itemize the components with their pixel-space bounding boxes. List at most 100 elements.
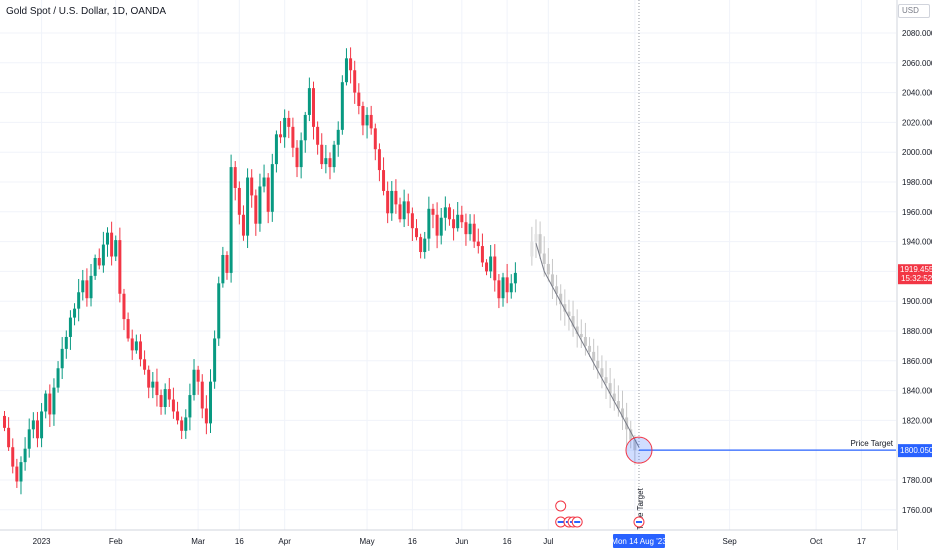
candle-body xyxy=(246,177,250,236)
x-tick-label: Feb xyxy=(109,537,123,546)
candle-body xyxy=(468,223,472,235)
projection-body xyxy=(555,286,559,294)
projection-body xyxy=(534,234,538,242)
candle-body xyxy=(452,219,456,229)
candle-body xyxy=(382,170,386,191)
candle-body xyxy=(303,114,307,141)
candle-body xyxy=(402,201,406,220)
candle-body xyxy=(81,280,85,293)
candle-body xyxy=(27,429,31,449)
candle-body xyxy=(398,204,402,220)
candle-body xyxy=(60,348,64,369)
y-tick-label: 2080.000 xyxy=(902,29,932,38)
candle-body xyxy=(225,255,229,273)
x-tick-label: 2023 xyxy=(33,537,51,546)
candle-body xyxy=(365,114,369,126)
candle-body xyxy=(415,228,418,238)
candle-body xyxy=(489,256,493,272)
candle-body xyxy=(237,187,241,215)
projection-body xyxy=(538,234,542,254)
y-tick-label: 1860.000 xyxy=(902,357,932,366)
current-price-badge xyxy=(898,264,932,285)
candle-body xyxy=(501,277,505,299)
candle-body xyxy=(270,164,274,212)
candle-body xyxy=(480,246,484,263)
x-tick-label: 16 xyxy=(408,537,417,546)
projection-body xyxy=(579,333,583,337)
candle-body xyxy=(209,381,212,424)
candle-body xyxy=(31,420,35,430)
candle-body xyxy=(476,241,480,247)
candle-body xyxy=(439,217,443,236)
y-tick-label: 1760.000 xyxy=(902,506,932,515)
y-tick-label: 1780.000 xyxy=(902,476,932,485)
currency-selector[interactable]: USD xyxy=(898,4,930,18)
candle-body xyxy=(3,415,6,428)
y-tick-label: 1900.000 xyxy=(902,297,932,306)
candle-body xyxy=(130,338,134,351)
candle-body xyxy=(443,207,447,218)
projection-body xyxy=(608,383,612,394)
candle-body xyxy=(386,190,390,214)
projection-body xyxy=(616,401,620,409)
candle-body xyxy=(349,58,353,71)
projection-body xyxy=(633,439,637,451)
candle-body xyxy=(176,411,180,421)
candle-body xyxy=(93,257,97,276)
candle-body xyxy=(332,144,336,168)
projection-body xyxy=(575,326,579,334)
candle-body xyxy=(35,420,39,439)
candle-body xyxy=(241,214,245,236)
candle-body xyxy=(460,214,464,223)
candle-body xyxy=(126,319,130,339)
y-tick-label: 2060.000 xyxy=(902,59,932,68)
candle-body xyxy=(19,462,23,482)
candle-body xyxy=(320,144,324,165)
projection-body xyxy=(550,274,554,287)
candle-body xyxy=(7,427,11,448)
candle-body xyxy=(497,280,501,299)
flag-stripe-icon xyxy=(635,521,642,523)
projection-body xyxy=(571,316,575,327)
y-tick-label: 2040.000 xyxy=(902,89,932,98)
projection-body xyxy=(546,263,550,275)
candle-body xyxy=(254,195,258,224)
candle-body xyxy=(192,369,196,396)
x-tick-label: Jul xyxy=(543,537,553,546)
candle-body xyxy=(431,208,435,215)
candle-body xyxy=(262,177,266,187)
x-tick-label: Sep xyxy=(723,537,738,546)
candle-body xyxy=(373,128,377,150)
time-axis-highlight xyxy=(612,534,665,548)
candle-body xyxy=(97,257,101,266)
x-tick-label: May xyxy=(359,537,374,546)
candle-body xyxy=(155,381,159,396)
candle-body xyxy=(77,292,81,309)
candle-body xyxy=(258,186,262,224)
price-target-label: Price Target xyxy=(850,439,893,448)
candle-body xyxy=(456,214,460,229)
y-tick-label: 1820.000 xyxy=(902,416,932,425)
candle-body xyxy=(229,167,233,273)
candle-body xyxy=(147,369,151,388)
candle-body xyxy=(295,147,299,168)
candle-body xyxy=(390,190,394,214)
candle-body xyxy=(336,129,340,145)
candle-body xyxy=(324,158,328,165)
candle-body xyxy=(151,381,155,388)
dividend-event-icon xyxy=(555,500,567,512)
candle-body xyxy=(167,389,171,400)
candle-body xyxy=(307,88,311,115)
candle-body xyxy=(283,117,287,138)
candle-body xyxy=(435,214,439,236)
candle-body xyxy=(200,381,204,409)
projection-body xyxy=(592,351,596,361)
candle-body xyxy=(291,126,295,148)
candle-body xyxy=(171,399,175,412)
candle-body xyxy=(328,158,332,168)
candle-body xyxy=(15,466,19,482)
candle-body xyxy=(361,106,365,126)
candle-body xyxy=(85,280,89,299)
